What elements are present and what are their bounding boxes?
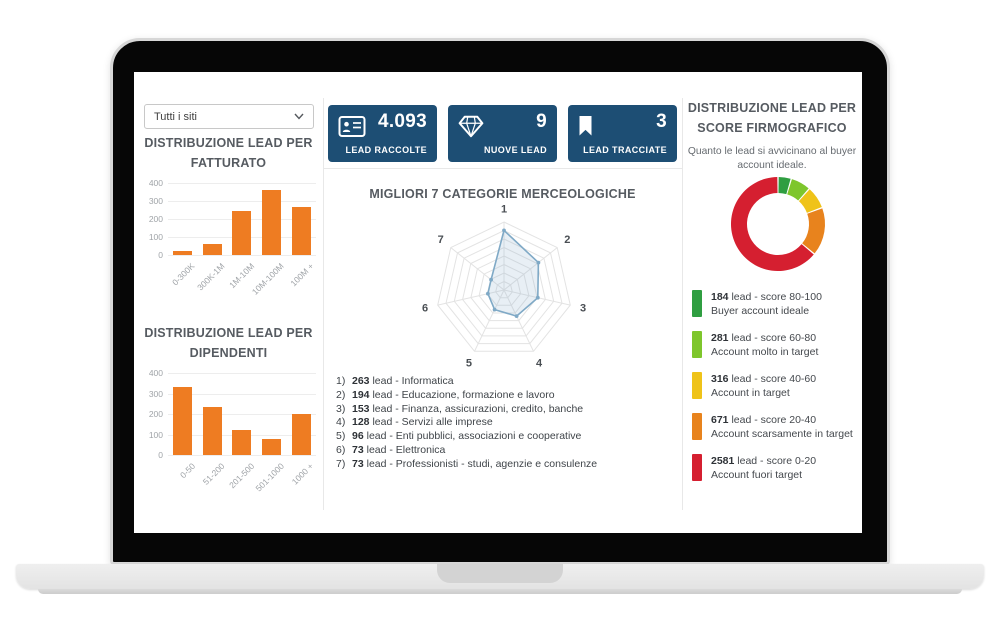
score-legend-item: 281 lead - score 60-80 Account molto in t… [692, 331, 853, 359]
y-tick-label: 400 [148, 368, 163, 378]
legend-swatch [692, 331, 702, 358]
y-tick-label: 200 [148, 409, 163, 419]
donut-segment-score-60-80 [787, 179, 809, 201]
donut-chart [730, 177, 825, 272]
chart-title-fatturato: DISTRIBUZIONE LEAD PER FATTURATO [144, 136, 313, 171]
dashboard-screen: Tutti i siti DISTRIBUZIONE LEAD PER FATT… [134, 72, 862, 533]
radar-chart-title: MIGLIORI 7 CATEGORIE MERCEOLOGICHE [369, 187, 636, 201]
gridline [168, 393, 316, 395]
x-tick-label: 1000 + [289, 461, 316, 487]
divider [323, 98, 324, 510]
bar-501-1000 [262, 439, 282, 455]
score-legend-item: 671 lead - score 20-40 Account scarsament… [692, 413, 853, 441]
category-list-item: 4) 128 lead - Servizi alle imprese [336, 416, 493, 429]
kpi-label: LEAD RACCOLTE [345, 145, 427, 155]
score-legend: 184 lead - score 80-100 Buyer account ide… [692, 290, 853, 495]
x-tick-label: 300K-1M [194, 261, 227, 293]
kpi-card-nuove-lead[interactable]: 9 NUOVE LEAD [448, 105, 557, 162]
svg-text:7: 7 [438, 234, 444, 246]
y-tick-label: 0 [158, 250, 163, 260]
kpi-card-lead-tracciate[interactable]: 3 LEAD TRACCIATE [568, 105, 677, 162]
gridline [168, 201, 316, 202]
gridline [168, 414, 316, 415]
donut-segment-score-80-100 [778, 177, 791, 195]
category-list-item: 6) 73 lead - Elettronica [336, 443, 446, 456]
svg-text:1: 1 [501, 204, 507, 216]
bar-0-300K [173, 250, 193, 255]
divider [323, 168, 682, 169]
svg-text:4: 4 [536, 358, 543, 370]
donut-segment-score-40-60 [798, 189, 822, 213]
legend-swatch [692, 454, 702, 481]
bar-51-200 [202, 406, 222, 455]
bar-300K-1M [202, 244, 222, 255]
bar-chart-dipendenti: 0 100 200 300 400 0-50 51-200 201-500 501-1000 10… [144, 368, 316, 493]
bar-100M + [291, 207, 311, 255]
bar-chart-fatturato: 0 100 200 300 400 0-300K 300K-1M 1M-10M 10M-100M… [144, 178, 316, 297]
svg-text:3: 3 [580, 303, 586, 315]
y-tick-label: 400 [148, 178, 163, 188]
score-legend-item: 316 lead - score 40-60 Account in target [692, 372, 853, 400]
y-tick-label: 300 [148, 388, 163, 399]
y-tick-label: 200 [148, 214, 163, 224]
score-legend-item: 184 lead - score 80-100 Buyer account ide… [692, 290, 853, 318]
legend-swatch [692, 413, 702, 440]
kpi-card-lead-raccolte[interactable]: 4.093 LEAD RACCOLTE [328, 105, 437, 162]
score-legend-item: 2581 lead - score 0-20 Account fuori targ… [692, 454, 853, 482]
gridline [168, 255, 316, 256]
y-tick-label: 100 [148, 429, 163, 440]
kpi-value: 9 [536, 111, 547, 132]
category-list-item: 2) 194 lead - Educazione, formazione e la… [336, 388, 555, 401]
site-filter-value: Tutti i siti [154, 110, 197, 123]
x-tick-label: 0-50 [177, 461, 197, 481]
gridline [168, 455, 316, 456]
chevron-down-icon [294, 113, 304, 120]
score-chart-subtitle: Quanto le lead si avvicinano al buyer ac… [687, 146, 857, 171]
score-chart-title: DISTRIBUZIONE LEAD PER SCORE FIRMOGRAFIC… [687, 101, 857, 136]
x-tick-label: 501-1000 [253, 461, 286, 494]
donut-segment-score-20-40 [802, 208, 825, 254]
x-tick-label: 51-200 [200, 461, 227, 487]
category-list-item: 1) 263 lead - Informatica [336, 375, 454, 387]
y-tick-label: 300 [148, 196, 163, 206]
svg-text:2: 2 [564, 234, 570, 246]
id-card-icon [338, 115, 366, 143]
y-tick-label: 100 [148, 232, 163, 242]
x-tick-label: 100M + [287, 261, 316, 289]
kpi-label: NUOVE LEAD [483, 145, 547, 155]
legend-swatch [692, 372, 702, 399]
category-list-item: 5) 96 lead - Enti pubblici, associazioni … [336, 430, 582, 443]
chart-title-dipendenti: DISTRIBUZIONE LEAD PER DIPENDENTI [144, 326, 313, 361]
bar-1M-10M [232, 210, 252, 255]
bookmark-icon [578, 115, 593, 142]
bar-1000 + [291, 414, 311, 455]
bar-10M-100M [262, 190, 282, 255]
divider [682, 98, 683, 510]
category-list: 1) 263 lead - Informatica 2) 194 lead - Edu… [336, 375, 597, 472]
bar-0-50 [173, 387, 193, 455]
laptop-base-lip [38, 589, 962, 594]
site-filter-select[interactable]: Tutti i siti [144, 104, 314, 129]
gridline [168, 183, 316, 184]
kpi-label: LEAD TRACCIATE [583, 145, 667, 155]
category-list-item: 3) 153 lead - Finanza, assicurazioni, cre… [336, 402, 584, 415]
category-list-item: 7) 73 lead - Professionisti - studi, agen… [336, 457, 598, 470]
radar-chart: 1 2 3 4 5 6 7 [422, 204, 586, 370]
x-tick-label: 0-300K [170, 261, 197, 288]
bar-201-500 [232, 430, 252, 455]
legend-swatch [692, 290, 702, 317]
kpi-value: 3 [656, 111, 667, 132]
diamond-icon [458, 115, 484, 143]
laptop-notch [437, 564, 563, 583]
laptop-bezel: Tutti i siti DISTRIBUZIONE LEAD PER FATT… [110, 38, 890, 565]
x-tick-label: 1M-10M [226, 261, 257, 291]
y-tick-label: 0 [158, 450, 163, 460]
donut-segment-score-0-20 [730, 177, 814, 272]
gridline [168, 373, 316, 374]
kpi-value: 4.093 [377, 111, 427, 132]
laptop-base [16, 564, 984, 589]
svg-text:6: 6 [422, 303, 428, 315]
svg-text:5: 5 [466, 358, 472, 370]
x-tick-label: 201-500 [226, 461, 257, 491]
